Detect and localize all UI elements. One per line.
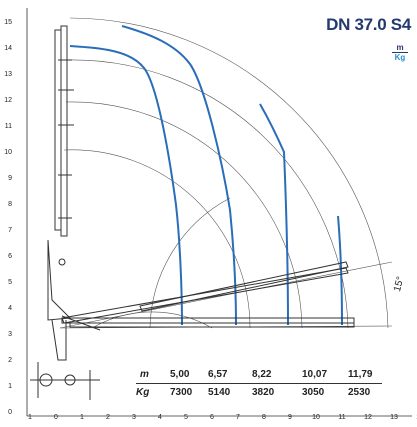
- crane-mast: [51, 319, 67, 361]
- y-tick-label: 8: [8, 201, 12, 208]
- unit-legend: m Kg: [391, 43, 409, 63]
- x-tick-label: 14: [412, 414, 417, 421]
- reach-value: 8,22: [252, 369, 272, 380]
- inclined-boom: [61, 261, 349, 324]
- y-tick-label: 15: [4, 19, 12, 26]
- wheel: [64, 374, 76, 386]
- load-curve: [337, 215, 343, 326]
- y-tick-label: 12: [4, 97, 12, 104]
- reach-arc: [67, 59, 349, 329]
- boom-section: [139, 261, 349, 312]
- reach-value: 6,57: [208, 369, 228, 380]
- unit-divider: [392, 52, 408, 53]
- reach-arc: [65, 101, 303, 329]
- y-tick-label: 7: [8, 227, 12, 234]
- y-tick-label: 13: [4, 71, 12, 78]
- x-tick-label: 3: [132, 414, 136, 421]
- unit-meters: m: [396, 43, 404, 52]
- boom-arm: [61, 315, 101, 331]
- x-tick-label: 2: [106, 414, 110, 421]
- x-tick-label: 0: [54, 414, 58, 421]
- reach-value: 10,07: [302, 369, 328, 380]
- reach-arc: [69, 17, 389, 329]
- y-tick-label: 14: [4, 45, 12, 52]
- capacity-value: 7300: [170, 387, 193, 398]
- y-tick-label: 10: [4, 149, 12, 156]
- y-tick-label: 2: [8, 357, 12, 364]
- y-tick-label: 3: [8, 331, 12, 338]
- reach-arcs: [63, 17, 389, 329]
- x-tick-label: 7: [236, 414, 240, 421]
- x-tick-label: 4: [158, 414, 162, 421]
- x-tick-label: 9: [288, 414, 292, 421]
- x-tick-label: 11: [338, 414, 346, 421]
- capacity-value: 3050: [302, 387, 325, 398]
- crane-column: [30, 25, 100, 400]
- reach-arc: [149, 197, 231, 329]
- boom-section: [61, 267, 349, 324]
- x-tick-label: 12: [364, 414, 372, 421]
- reach-arc: [91, 311, 213, 329]
- x-tick-label: 5: [184, 414, 188, 421]
- y-tick-label: 11: [4, 123, 12, 130]
- x-tick-label: 6: [210, 414, 214, 421]
- crane-base: [47, 239, 72, 321]
- capacity-row: Kg 7300 5140 3820 3050 2530: [136, 384, 376, 402]
- wheel: [39, 373, 53, 387]
- capacity-table: m 5,00 6,57 8,22 10,07 11,79 Kg 7300 514…: [136, 366, 376, 402]
- y-tick-label: 5: [8, 279, 12, 286]
- x-tick-label: 1: [28, 414, 32, 421]
- boom-section: [69, 322, 355, 328]
- x-tick-label: 8: [262, 414, 266, 421]
- column-section: [60, 25, 68, 237]
- horizontal-boom: [61, 315, 355, 331]
- table-divider: [136, 383, 382, 384]
- x-tick-label: 13: [390, 414, 398, 421]
- capacity-value: 5140: [208, 387, 231, 398]
- capacity-row-label: Kg: [136, 387, 150, 398]
- x-tick-label: 1: [80, 414, 84, 421]
- x-tick-label: 10: [312, 414, 320, 421]
- reach-arc: [63, 149, 251, 329]
- load-curve: [121, 25, 237, 326]
- load-curve: [69, 45, 183, 326]
- y-tick-label: 1: [8, 383, 12, 390]
- reach-value: 5,00: [170, 369, 190, 380]
- y-tick-label: 9: [8, 175, 12, 182]
- reach-row: m 5,00 6,57 8,22 10,07 11,79: [136, 366, 376, 384]
- capacity-value: 2530: [348, 387, 371, 398]
- pivot: [58, 258, 66, 266]
- unit-kilograms: Kg: [394, 53, 406, 62]
- y-tick-label: 4: [8, 305, 12, 312]
- y-tick-label: 6: [8, 253, 12, 260]
- capacity-value: 3820: [252, 387, 275, 398]
- y-tick-label: 0: [8, 409, 12, 416]
- reference-line-15: [59, 261, 393, 329]
- reach-row-label: m: [140, 369, 149, 380]
- model-title: DN 37.0 S4: [326, 15, 411, 34]
- reach-value: 11,79: [348, 369, 373, 380]
